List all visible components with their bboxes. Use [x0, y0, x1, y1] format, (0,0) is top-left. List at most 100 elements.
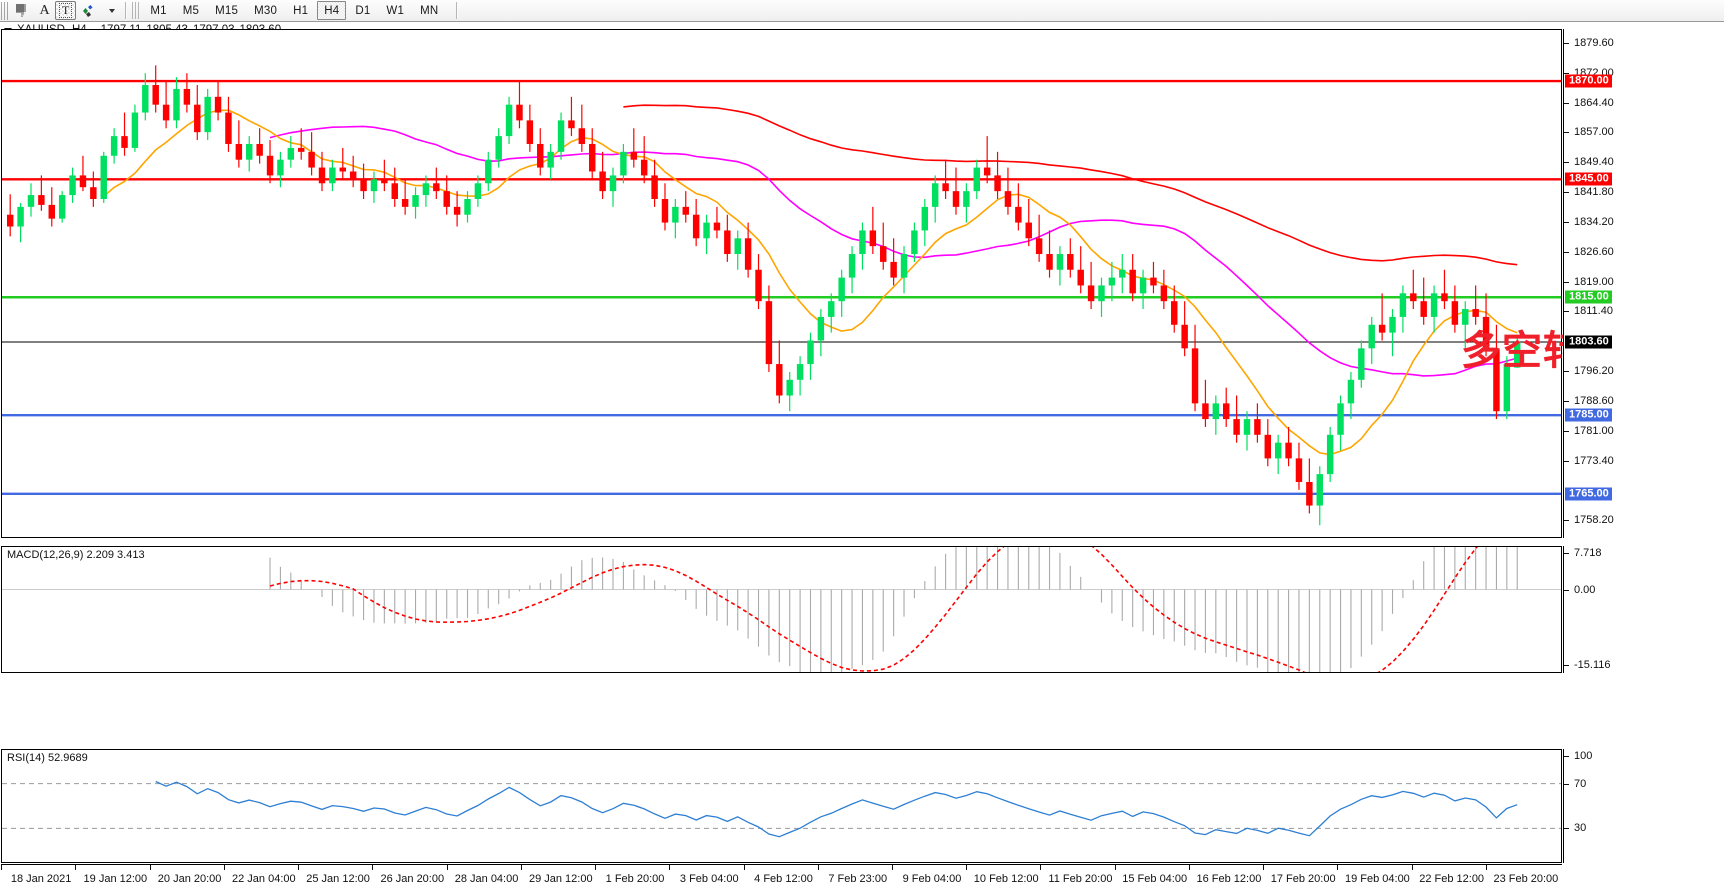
- time-axis-tick: [75, 865, 77, 870]
- timeframe-button-h1[interactable]: H1: [293, 4, 309, 17]
- price-chart-pane[interactable]: 多空转折点1815: [1, 29, 1724, 538]
- price-level-tag[interactable]: 1815.00: [1565, 290, 1612, 304]
- price-level-tag[interactable]: 1785.00: [1565, 408, 1612, 422]
- time-axis[interactable]: 18 Jan 2021 19 Jan 12:00 20 Jan 20:00 22 Ja…: [1, 864, 1562, 895]
- price-axis-tick: 1758.20: [1564, 514, 1614, 526]
- time-axis-label: 18 Jan 2021: [10, 873, 72, 885]
- price-axis-tick: 1879.60: [1564, 37, 1614, 49]
- toolbar-grip[interactable]: [1, 1, 9, 20]
- time-axis-label: 16 Feb 12:00: [1196, 873, 1262, 885]
- time-axis-tick: [298, 865, 300, 870]
- timeframe-button-m30[interactable]: M30: [254, 4, 278, 17]
- macd-plot-area[interactable]: [2, 547, 1561, 672]
- macd-axis-tick: 0.00: [1564, 584, 1595, 596]
- time-axis-label: 11 Feb 20:00: [1048, 873, 1113, 885]
- rsi-svg: [2, 780, 1561, 838]
- time-axis-label: 4 Feb 12:00: [754, 873, 813, 885]
- text-label-icon[interactable]: A: [34, 1, 55, 20]
- price-plot-area[interactable]: [2, 30, 1561, 537]
- time-axis-tick: [1485, 865, 1487, 870]
- macd-indicator-pane[interactable]: MACD(12,26,9) 2.209 3.413: [1, 546, 1562, 673]
- time-axis-tick: [891, 865, 893, 870]
- price-level-tag[interactable]: 1803.60: [1565, 335, 1612, 349]
- macd-svg: [2, 547, 1561, 672]
- rsi-axis-tick: 100: [1564, 750, 1592, 762]
- time-axis-tick: [595, 865, 597, 870]
- price-svg: [2, 65, 1561, 526]
- time-axis-tick: [446, 865, 448, 870]
- rsi-axis-tick: 70: [1564, 778, 1586, 790]
- time-axis-tick: [817, 865, 819, 870]
- timeframe-toolbar-grip[interactable]: [132, 2, 140, 19]
- time-axis-label: 17 Feb 20:00: [1270, 873, 1336, 885]
- rsi-axis-tick: 30: [1564, 822, 1586, 834]
- timeframe-button-w1[interactable]: W1: [386, 4, 405, 17]
- timeframe-button-h4[interactable]: H4: [317, 1, 347, 20]
- price-level-tag[interactable]: 1765.00: [1565, 487, 1612, 501]
- text-box-icon[interactable]: T: [55, 1, 77, 20]
- timeframe-button-m5[interactable]: M5: [182, 4, 200, 17]
- price-axis-tick: 1796.20: [1564, 365, 1614, 377]
- time-axis-tick: [1263, 865, 1265, 870]
- rsi-plot-area[interactable]: [2, 750, 1561, 862]
- price-axis-tick: 1841.80: [1564, 186, 1614, 198]
- time-axis-tick: [1337, 865, 1339, 870]
- macd-scale: 7.718 0.00 -15.116: [1563, 546, 1724, 673]
- time-axis-tick: [1, 865, 3, 870]
- rsi-scale: 100 70 30: [1563, 749, 1724, 863]
- time-axis-tick: [1114, 865, 1116, 870]
- toolbar-separator-2: [456, 2, 459, 19]
- time-axis-label: 10 Feb 12:00: [973, 873, 1039, 885]
- time-axis-label: 22 Jan 04:00: [232, 873, 296, 885]
- crosshair-icon[interactable]: F: [11, 1, 34, 20]
- price-axis-tick: 1834.20: [1564, 216, 1614, 228]
- time-axis-label: 23 Feb 20:00: [1493, 873, 1559, 885]
- price-level-tag[interactable]: 1845.00: [1565, 172, 1612, 186]
- time-axis-label: 26 Jan 20:00: [380, 873, 445, 885]
- time-axis-label: 1 Feb 20:00: [605, 873, 665, 885]
- price-axis-tick: 1857.00: [1564, 126, 1614, 138]
- time-axis-tick: [1040, 865, 1042, 870]
- time-axis-label: 15 Feb 04:00: [1122, 873, 1188, 885]
- price-axis-tick: 1819.00: [1564, 276, 1614, 288]
- rsi-indicator-pane[interactable]: RSI(14) 52.9689: [1, 749, 1562, 863]
- price-axis-tick: 1864.40: [1564, 97, 1614, 109]
- time-axis-tick: [223, 865, 225, 870]
- time-axis-label: 19 Jan 12:00: [83, 873, 148, 885]
- price-axis-tick: 1849.40: [1564, 156, 1614, 168]
- time-axis-label: 28 Jan 04:00: [454, 873, 519, 885]
- timeframe-group: M1 M5 M15 M30 H1 H4 D1 W1 MN: [142, 1, 446, 20]
- price-level-tag[interactable]: 1870.00: [1565, 74, 1612, 88]
- time-axis-label: 9 Feb 04:00: [902, 873, 962, 885]
- timeframe-button-m1[interactable]: M1: [150, 4, 167, 17]
- timeframe-button-mn[interactable]: MN: [420, 4, 439, 17]
- time-axis-tick: [1188, 865, 1190, 870]
- timeframe-button-m15[interactable]: M15: [215, 4, 239, 17]
- price-axis-tick: 1788.60: [1564, 395, 1614, 407]
- time-axis-tick: [372, 865, 374, 870]
- time-axis-tick: [966, 865, 968, 870]
- price-axis-tick: 1773.40: [1564, 455, 1614, 467]
- time-axis-tick: [669, 865, 671, 870]
- timeframe-button-d1[interactable]: D1: [355, 4, 371, 17]
- price-axis-tick: 1781.00: [1564, 425, 1614, 437]
- time-axis-tick: [520, 865, 522, 870]
- time-axis-label: 19 Feb 04:00: [1344, 873, 1410, 885]
- time-axis-label: 20 Jan 20:00: [157, 873, 222, 885]
- chevron-down-icon: [109, 8, 116, 13]
- macd-label: MACD(12,26,9) 2.209 3.413: [7, 549, 145, 561]
- time-axis-label: 22 Feb 12:00: [1419, 873, 1485, 885]
- rsi-label: RSI(14) 52.9689: [7, 752, 88, 764]
- time-axis-label: 3 Feb 04:00: [679, 873, 739, 885]
- time-axis-label: 29 Jan 12:00: [528, 873, 593, 885]
- toolbar: F A T M1 M5 M15 M30 H1 H4 D1 W1 MN: [0, 0, 1724, 22]
- price-scale[interactable]: 1879.60 1872.00 1864.40 1857.00 1849.40 1841.…: [1563, 29, 1724, 538]
- text-label-glyph: A: [39, 2, 50, 18]
- drawing-objects-dropdown[interactable]: [100, 1, 121, 20]
- time-axis-label: 25 Jan 12:00: [306, 873, 370, 885]
- macd-axis-tick: -15.116: [1564, 659, 1611, 671]
- drawing-objects-icon[interactable]: [76, 1, 100, 20]
- toolbar-separator: [125, 2, 128, 19]
- time-axis-tick: [149, 865, 151, 870]
